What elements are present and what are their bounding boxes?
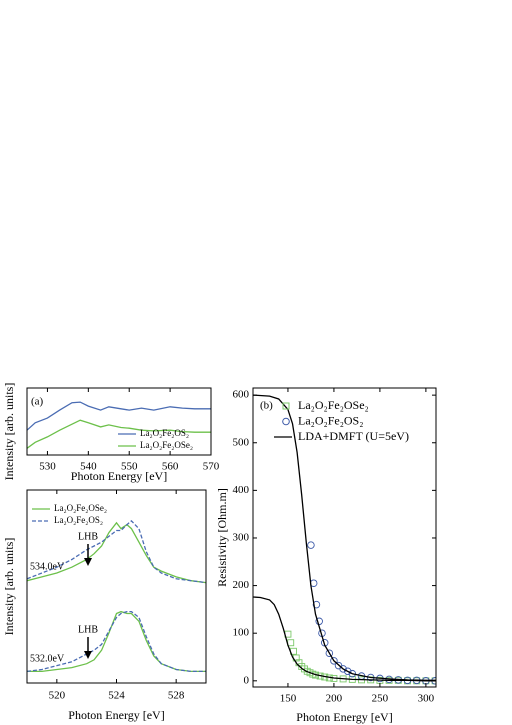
arrow-head bbox=[84, 558, 92, 566]
y-tick-label: 600 bbox=[233, 389, 250, 401]
marker-circle bbox=[348, 669, 357, 678]
legend-label: La₂O₂Fe₂OS₂ bbox=[140, 428, 189, 438]
x-tick-label: 550 bbox=[121, 461, 138, 473]
y-tick-label: 200 bbox=[233, 579, 250, 591]
legend-marker bbox=[282, 417, 290, 426]
plot-area bbox=[27, 520, 206, 673]
x-tick-label: 524 bbox=[108, 690, 125, 702]
x-tick-label: 560 bbox=[162, 461, 179, 473]
x-tick-label: 570 bbox=[203, 461, 220, 473]
marker-circle bbox=[307, 541, 315, 549]
arrow-head bbox=[84, 651, 92, 659]
x-axis-label: Photon Energy [eV] bbox=[71, 469, 167, 483]
marker-circle bbox=[339, 665, 347, 673]
annotation: LHB bbox=[78, 624, 98, 635]
x-tick-label: 150 bbox=[280, 693, 297, 705]
legend-marker bbox=[282, 402, 290, 410]
legend-label: La₂O₂Fe₂OS₂ bbox=[54, 515, 103, 525]
y-tick-label: 100 bbox=[233, 627, 250, 639]
series-line bbox=[27, 401, 211, 431]
y-tick-label: 400 bbox=[233, 484, 250, 496]
marker-circle bbox=[312, 600, 321, 609]
y-axis-label: Intensity [arb. units] bbox=[2, 538, 16, 636]
legend-label: La₂O₂Fe₂OS₂ bbox=[298, 413, 363, 427]
series-line bbox=[27, 521, 206, 584]
x-tick-label: 250 bbox=[372, 693, 389, 705]
axes-frame bbox=[26, 387, 212, 456]
panel-label: (b) bbox=[260, 400, 273, 412]
x-axis-label: Photon Energy [eV] bbox=[296, 710, 392, 724]
legend-label: La₂O₂Fe₂OSe₂ bbox=[140, 440, 193, 450]
x-tick-label: 540 bbox=[80, 461, 97, 473]
plot-area bbox=[27, 401, 211, 449]
annotation: LHB bbox=[78, 531, 98, 542]
series-line bbox=[27, 419, 211, 449]
x-tick-label: 530 bbox=[39, 461, 56, 473]
x-tick-label: 300 bbox=[418, 693, 435, 705]
series-line bbox=[27, 610, 206, 673]
plot-area bbox=[253, 394, 436, 685]
y-tick-label: 0 bbox=[244, 674, 250, 686]
y-tick-label: 500 bbox=[233, 436, 250, 448]
panel-label: (a) bbox=[31, 396, 44, 408]
x-axis-label: Photon Energy [eV] bbox=[68, 708, 164, 722]
marker-circle bbox=[330, 657, 338, 665]
y-axis-label: Resistivity [Ohm.m] bbox=[215, 488, 229, 587]
marker-circle bbox=[343, 667, 352, 676]
y-tick-label: 300 bbox=[233, 532, 250, 544]
legend-label: LDA+DMFT (U=5eV) bbox=[298, 429, 409, 443]
legend-label: La₂O₂Fe₂OSe₂ bbox=[54, 503, 107, 513]
x-tick-label: 520 bbox=[49, 690, 66, 702]
annotation: 532.0eV bbox=[30, 653, 65, 664]
y-axis-label: Intensity [arb. units] bbox=[2, 383, 16, 481]
series-line bbox=[27, 520, 206, 584]
marker-circle bbox=[325, 649, 334, 657]
x-tick-label: 200 bbox=[326, 693, 343, 705]
annotation: 534.0eV bbox=[30, 561, 65, 572]
x-tick-label: 528 bbox=[168, 690, 185, 702]
legend-label: La₂O₂Fe₂OSe₂ bbox=[298, 398, 369, 412]
